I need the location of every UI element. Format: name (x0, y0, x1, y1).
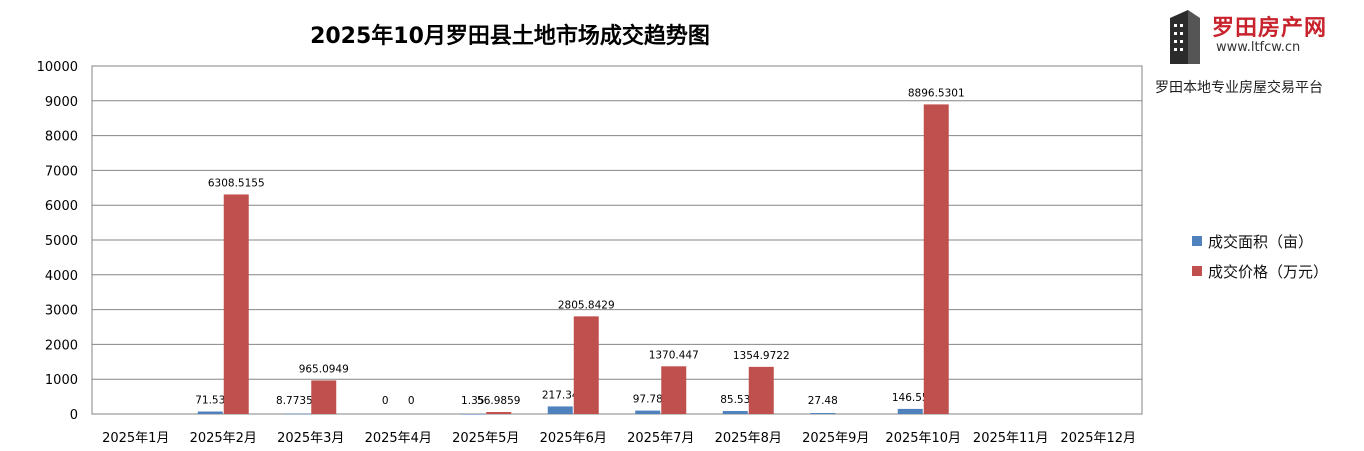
data-label: 2805.8429 (558, 299, 615, 311)
y-tick-label: 6000 (45, 199, 78, 214)
x-tick-label: 2025年6月 (540, 431, 607, 446)
legend-item-price: 成交价格（万元） (1192, 256, 1328, 286)
bar-area (197, 411, 223, 414)
y-tick-label: 9000 (45, 95, 78, 110)
tagline: 罗田本地专业房屋交易平台 (1155, 80, 1323, 96)
legend-swatch-price (1192, 266, 1202, 276)
x-tick-label: 2025年7月 (627, 431, 694, 446)
data-label: 0 (382, 395, 389, 407)
bar-price (486, 412, 512, 414)
x-tick-label: 2025年12月 (1060, 431, 1136, 446)
bar-area (547, 406, 573, 414)
y-tick-label: 8000 (45, 130, 78, 145)
y-tick-label: 2000 (45, 338, 78, 353)
x-tick-label: 2025年1月 (102, 431, 169, 446)
legend-swatch-area (1192, 236, 1202, 246)
logo: 罗田房产网 www.ltfcw.cn (1160, 6, 1350, 68)
data-label: 217.34 (542, 389, 579, 401)
bar-area (897, 408, 923, 414)
data-label: 1354.9722 (733, 350, 790, 362)
data-label: 146.55 (892, 392, 929, 404)
legend-label-area: 成交面积（亩） (1208, 232, 1314, 251)
x-tick-label: 2025年8月 (715, 431, 782, 446)
data-label: 27.48 (808, 395, 838, 407)
legend: 成交面积（亩） 成交价格（万元） (1192, 226, 1328, 286)
bar-area (460, 413, 486, 415)
bar-price (311, 380, 337, 414)
data-label: 85.53 (720, 394, 750, 406)
data-label: 965.0949 (299, 363, 349, 375)
y-tick-label: 0 (70, 408, 78, 423)
bar-price (661, 366, 687, 414)
bar-area (285, 413, 311, 415)
data-label: 56.9859 (477, 395, 520, 407)
data-label: 6308.5155 (208, 177, 265, 189)
logo-url: www.ltfcw.cn (1216, 40, 1301, 55)
x-tick-label: 2025年5月 (452, 431, 519, 446)
x-tick-label: 2025年11月 (973, 431, 1049, 446)
bar-price (573, 316, 599, 414)
data-label: 1.35 (461, 395, 484, 407)
building-icon (1170, 10, 1200, 64)
x-tick-label: 2025年4月 (365, 431, 432, 446)
data-label: 97.78 (633, 394, 663, 406)
legend-item-area: 成交面积（亩） (1192, 226, 1328, 256)
bar-area (722, 411, 748, 414)
data-label: 71.53 (195, 395, 225, 407)
y-tick-label: 7000 (45, 164, 78, 179)
bar-price (748, 366, 774, 414)
bar-price (223, 194, 249, 414)
chart-title: 2025年10月罗田县土地市场成交趋势图 (310, 24, 710, 49)
y-tick-label: 4000 (45, 269, 78, 284)
bar-price (923, 104, 949, 414)
y-tick-label: 10000 (37, 60, 78, 75)
legend-label-price: 成交价格（万元） (1208, 262, 1329, 281)
data-label: 0 (408, 395, 415, 407)
data-label: 8896.5301 (908, 87, 965, 99)
bar-area (635, 410, 661, 414)
bar-area (810, 413, 836, 414)
logo-name: 罗田房产网 (1212, 15, 1328, 41)
x-tick-label: 2025年10月 (885, 431, 961, 446)
x-tick-label: 2025年2月 (190, 431, 257, 446)
y-tick-label: 5000 (45, 234, 78, 249)
data-label: 8.77359 (276, 395, 319, 407)
y-tick-label: 1000 (45, 373, 78, 388)
data-label: 1370.447 (649, 349, 699, 361)
x-tick-label: 2025年9月 (802, 431, 869, 446)
x-tick-label: 2025年3月 (277, 431, 344, 446)
y-tick-label: 3000 (45, 304, 78, 319)
